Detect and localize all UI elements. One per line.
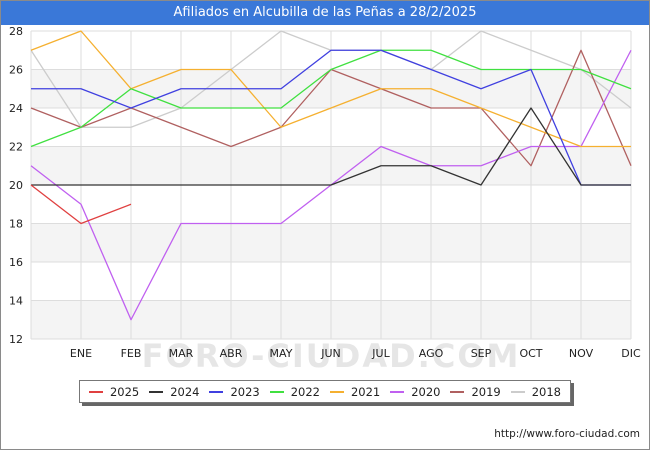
y-axis-tick-labels: 12 14 16 18 20 22 24 26 28: [9, 25, 23, 346]
legend-label: 2021: [350, 384, 381, 399]
legend-item-2019: 2019: [450, 384, 501, 399]
legend-item-2022: 2022: [269, 384, 321, 399]
legend-swatch: [209, 390, 224, 393]
y-tick-label: 16: [9, 256, 23, 269]
legend-swatch: [510, 390, 525, 393]
series-lines: [30, 30, 632, 321]
x-tick-label: FEB: [121, 347, 142, 360]
legend-item-2020: 2020: [390, 384, 441, 399]
legend-item-2018: 2018: [510, 384, 562, 399]
legend-item-2025: 2025: [88, 384, 140, 399]
y-tick-label: 18: [9, 218, 23, 231]
legend-swatch: [269, 390, 284, 393]
source-url: http://www.foro-ciudad.com: [494, 428, 640, 440]
series-line-2024: [31, 107, 631, 186]
legend-label: 2024: [170, 384, 200, 399]
legend-swatch: [149, 390, 164, 393]
legend-swatch: [390, 390, 405, 393]
x-tick-label: JUL: [371, 347, 390, 360]
y-tick-label: 22: [9, 141, 23, 154]
y-tick-label: 14: [9, 295, 23, 308]
x-tick-label: NOV: [569, 347, 594, 360]
x-axis-tick-labels: ENE FEB MAR ABR MAY JUN JUL AGO SEP OCT NOV DIC: [70, 347, 641, 360]
legend-item-2023: 2023: [209, 384, 260, 399]
legend-swatch: [450, 390, 465, 393]
legend-item-2021: 2021: [329, 384, 381, 399]
x-tick-label: AGO: [419, 347, 444, 360]
legend-label: 2019: [471, 384, 501, 399]
legend-label: 2018: [531, 384, 562, 399]
legend: 2025 2024 2023 2022 2021 2020 2019 2018: [79, 380, 571, 403]
series-line-2025: [30, 184, 132, 225]
x-tick-label: SEP: [471, 347, 492, 360]
series-line-2023: [31, 49, 631, 186]
x-tick-label: MAR: [169, 347, 194, 360]
y-tick-label: 24: [9, 102, 23, 115]
x-tick-label: ENE: [70, 347, 92, 360]
legend-label: 2020: [411, 384, 441, 399]
x-tick-label: DIC: [621, 347, 641, 360]
legend-label: 2022: [290, 384, 321, 399]
y-tick-label: 28: [9, 25, 23, 38]
y-tick-label: 26: [9, 64, 23, 77]
x-tick-label: JUN: [320, 347, 341, 360]
watermark-text: FORO-CIUDAD.COM: [142, 337, 521, 375]
x-tick-label: OCT: [519, 347, 542, 360]
legend-swatch: [329, 390, 344, 393]
legend-label: 2023: [230, 384, 260, 399]
x-tick-label: ABR: [220, 347, 243, 360]
legend-item-2024: 2024: [149, 384, 200, 399]
legend-swatch: [88, 390, 103, 393]
y-tick-label: 20: [9, 179, 23, 192]
x-tick-label: MAY: [270, 347, 293, 360]
legend-label: 2025: [109, 384, 140, 399]
y-tick-label: 12: [9, 333, 23, 346]
chart-title: Afiliados en Alcubilla de las Peñas a 28…: [1, 1, 649, 25]
